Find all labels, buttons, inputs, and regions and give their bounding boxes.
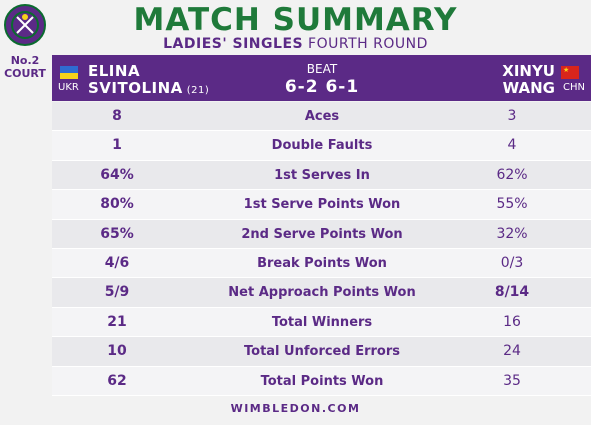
player2-first-name: XINYU [502,62,555,80]
player1-value: 64% [100,166,134,183]
player1-seed: (21) [186,85,210,96]
stat-label: 1st Serve Points Won [243,197,401,213]
player2-value: 3 [507,108,517,124]
player2-value: 8/14 [494,284,530,301]
stat-row: 62 Total Points Won 35 [52,366,591,396]
stat-row: 10 Total Unforced Errors 24 [52,337,591,367]
stat-label: Break Points Won [257,255,387,271]
player2-value: 62% [496,166,528,183]
player2-value: 35 [503,372,521,389]
player1-value: 5/9 [104,284,130,301]
stat-label: Total Unforced Errors [244,344,400,360]
website-footer: WIMBLEDON.COM [230,402,361,415]
player1-value: 4/6 [104,254,130,271]
stat-row: 5/9 Net Approach Points Won 8/14 [52,278,591,308]
player1-value: 10 [107,343,127,360]
stat-row: 1 Double Faults 4 [52,131,591,161]
court-word: COURT [4,67,46,80]
player1-value: 65% [100,225,134,242]
match-score: 6-2 6-1 [284,77,360,97]
round-name: FOURTH ROUND [308,36,428,52]
stat-label: Net Approach Points Won [228,285,416,301]
player1-value: 80% [100,196,134,213]
event-name: LADIES' SINGLES [163,36,304,52]
player1-value: 8 [112,108,122,124]
player2-value: 24 [503,343,521,360]
player2-country: CHN [563,82,585,93]
china-flag-icon: ★ [561,66,579,79]
player1-country: UKR [58,82,79,93]
player2-value: 4 [507,137,517,154]
player1-surname: SVITOLINA [88,79,183,97]
player1-value: 21 [107,313,127,330]
stat-label: 2nd Serve Points Won [241,226,403,242]
player2-last-name: WANG [502,79,555,97]
player2-value: 0/3 [500,254,524,271]
player1-last-name: SVITOLINA (21) [88,79,209,97]
player1-value: 62 [107,372,127,389]
stat-label: Double Faults [271,138,373,154]
page-subtitle: LADIES' SINGLES FOURTH ROUND [0,36,591,52]
stat-row: 8 Aces 3 [52,102,591,132]
stat-label: Total Winners [271,314,373,330]
stat-label: Total Points Won [260,373,384,389]
result-label: BEAT [306,62,338,76]
court-number: No.2 [10,54,40,67]
page-title: MATCH SUMMARY [133,2,458,38]
stat-row: 21 Total Winners 16 [52,307,591,338]
stat-label: 1st Serves In [274,167,370,183]
wimbledon-logo-icon [4,4,46,46]
stat-row: 80% 1st Serve Points Won 55% [52,190,591,220]
player2-value: 32% [496,225,528,242]
players-bar: UKR ELINA SVITOLINA (21) BEAT 6-2 6-1 XIN… [52,55,591,101]
player1-value: 1 [112,137,122,154]
ukraine-flag-icon [60,66,78,79]
player2-value: 55% [496,196,528,213]
court-label: No.2 COURT [0,54,50,80]
player2-value: 16 [503,313,521,330]
stat-label: Aces [304,109,340,124]
stat-row: 65% 2nd Serve Points Won 32% [52,219,591,249]
player1-first-name: ELINA [88,62,141,80]
stat-row: 4/6 Break Points Won 0/3 [52,248,591,279]
stats-table: 8 Aces 3 1 Double Faults 4 64% 1st Serves In 6… [52,102,591,396]
stat-row: 64% 1st Serves In 62% [52,160,591,191]
